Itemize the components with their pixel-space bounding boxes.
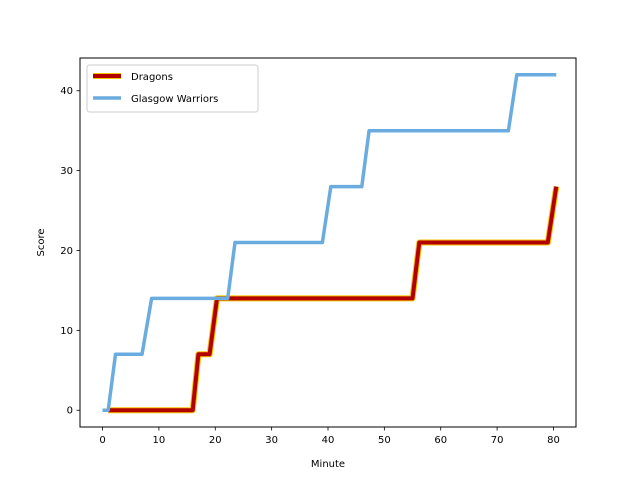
series-layer bbox=[102, 73, 560, 414]
legend-label: Glasgow Warriors bbox=[131, 94, 218, 105]
y-tick-label: 0 bbox=[67, 406, 73, 417]
y-axis-label: Score bbox=[36, 228, 47, 256]
x-tick-label: 40 bbox=[322, 435, 335, 446]
y-tick-label: 10 bbox=[60, 326, 73, 337]
y-tick-label: 40 bbox=[60, 86, 73, 97]
x-tick-label: 70 bbox=[491, 435, 504, 446]
x-tick-label: 10 bbox=[153, 435, 166, 446]
x-tick-label: 50 bbox=[378, 435, 391, 446]
y-tick-label: 20 bbox=[60, 246, 73, 257]
legend-label: Dragons bbox=[131, 72, 173, 83]
x-tick-label: 30 bbox=[265, 435, 278, 446]
x-tick-label: 80 bbox=[547, 435, 560, 446]
legend: Dragons Glasgow Warriors bbox=[86, 64, 259, 113]
series-line-1 bbox=[102, 73, 557, 412]
x-tick-label: 20 bbox=[209, 435, 222, 446]
x-tick-label: 0 bbox=[99, 435, 105, 446]
x-axis-label: Minute bbox=[311, 459, 345, 470]
x-tick-label: 60 bbox=[434, 435, 447, 446]
legend-box bbox=[86, 64, 259, 113]
y-tick-label: 30 bbox=[60, 166, 73, 177]
x-axis-ticks: 0 10 20 30 40 50 60 70 80 bbox=[99, 427, 560, 446]
y-axis-ticks: 0 10 20 30 40 bbox=[60, 86, 80, 417]
